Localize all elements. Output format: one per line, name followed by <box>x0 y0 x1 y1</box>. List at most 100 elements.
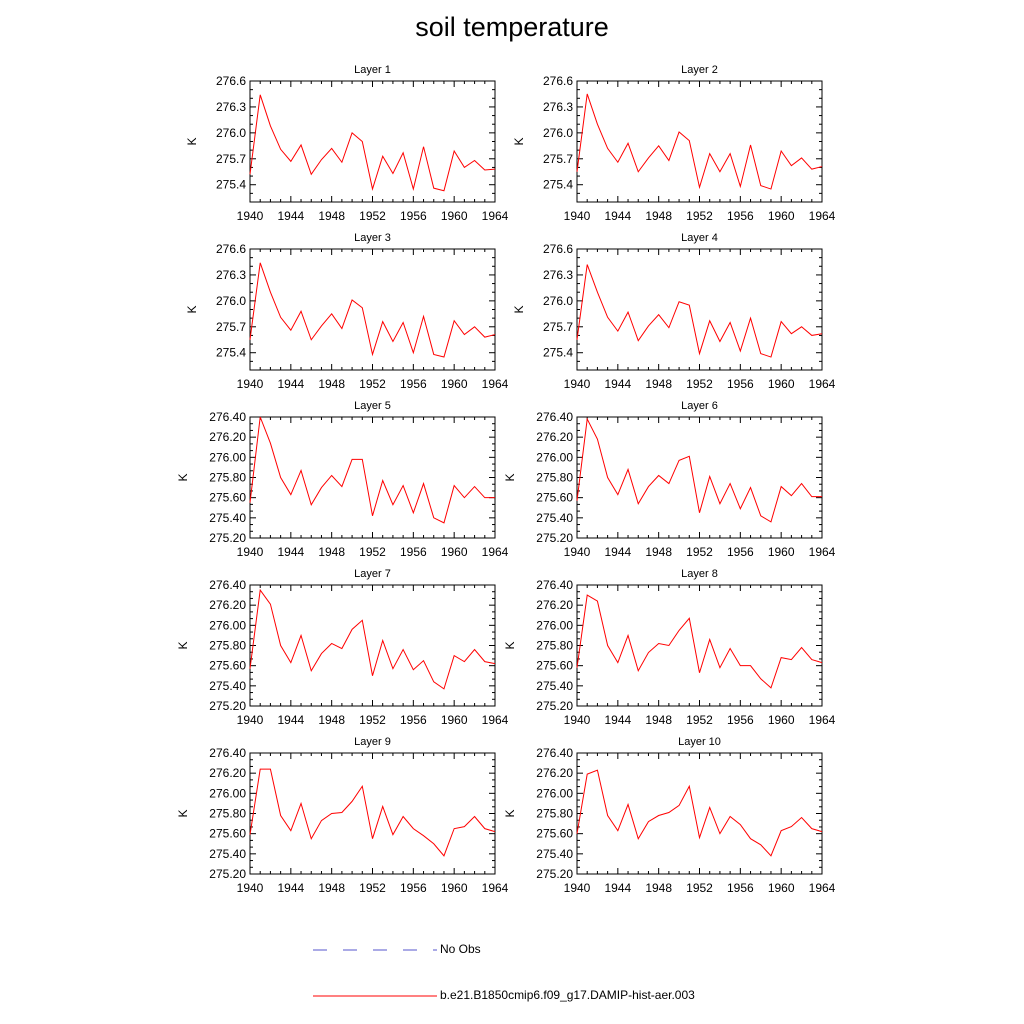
layer-7-ytick-label: 276.40 <box>209 578 246 592</box>
layer-2-xtick-label: 1944 <box>604 209 631 223</box>
layer-1-xtick-label: 1940 <box>237 209 264 223</box>
layer-10-xtick-label: 1952 <box>686 881 713 895</box>
layer-2-title: Layer 2 <box>681 64 718 76</box>
layer-8-xtick-label: 1964 <box>809 713 836 727</box>
layer-2-ytick-label: 276.3 <box>543 100 573 114</box>
layer-3-ytick-label: 276.0 <box>216 294 246 308</box>
layer-6-ytick-label: 275.40 <box>536 511 573 525</box>
layer-4-xtick-label: 1952 <box>686 377 713 391</box>
layer-10-ylabel: K <box>503 809 517 817</box>
layer-1-ytick-label: 275.4 <box>216 178 246 192</box>
layer-9-xtick-label: 1940 <box>237 881 264 895</box>
layer-5-xtick-label: 1956 <box>400 545 427 559</box>
layer-8-series-line <box>576 594 823 689</box>
layer-4-series-line <box>576 264 823 358</box>
layer-7-ytick-label: 276.20 <box>209 598 246 612</box>
layer-6-xtick-label: 1952 <box>686 545 713 559</box>
layer-3-ytick-label: 275.4 <box>216 346 246 360</box>
layer-3-ytick-label: 276.3 <box>216 268 246 282</box>
layer-4-ytick-label: 276.3 <box>543 268 573 282</box>
layer-10-xtick-label: 1948 <box>645 881 672 895</box>
panel-layer-2: 1940 1944 1948 1952 1956 1960 1964 275.4 275.7 27… <box>512 64 836 223</box>
layer-9-ytick-label: 276.20 <box>209 766 246 780</box>
layer-7-xtick-label: 1948 <box>318 713 345 727</box>
layer-10-title: Layer 10 <box>678 736 721 748</box>
layer-9-ytick-label: 275.80 <box>209 807 246 821</box>
layer-1-ytick-label: 276.3 <box>216 100 246 114</box>
layer-6-xtick-label: 1960 <box>768 545 795 559</box>
layer-5-ytick-label: 275.60 <box>209 491 246 505</box>
layer-8-plot-frame <box>576 584 823 707</box>
layer-4-ytick-label: 276.6 <box>543 242 573 256</box>
layer-9-plot-frame <box>249 752 496 875</box>
layer-9-xtick-label: 1952 <box>359 881 386 895</box>
layer-3-xtick-label: 1964 <box>482 377 509 391</box>
layer-6-ytick-label: 275.20 <box>536 531 573 545</box>
layer-3-title: Layer 3 <box>354 232 391 244</box>
layer-9-series-line <box>249 768 496 857</box>
layer-10-plot-frame <box>576 752 823 875</box>
layer-4-xtick-label: 1960 <box>768 377 795 391</box>
layer-5-title: Layer 5 <box>354 400 391 412</box>
layer-9-ytick-label: 275.20 <box>209 867 246 881</box>
layer-5-xtick-label: 1944 <box>277 545 304 559</box>
layer-9-ylabel: K <box>176 809 190 817</box>
layer-6-ytick-label: 276.20 <box>536 430 573 444</box>
layer-1-xtick-label: 1952 <box>359 209 386 223</box>
panel-layer-1: 1940 1944 1948 1952 1956 1960 1964 275.4 275.7 27… <box>185 64 509 223</box>
layer-10-series-line <box>576 769 823 857</box>
layer-6-ylabel: K <box>503 473 517 481</box>
layer-5-ytick-label: 276.00 <box>209 450 246 464</box>
layer-9-title: Layer 9 <box>354 736 391 748</box>
layer-4-xtick-label: 1944 <box>604 377 631 391</box>
layer-1-ytick-label: 275.7 <box>216 152 246 166</box>
layer-5-ytick-label: 275.20 <box>209 531 246 545</box>
layer-1-ytick-label: 276.0 <box>216 126 246 140</box>
panel-layer-4: 1940 1944 1948 1952 1956 1960 1964 275.4 275.7 27… <box>512 232 836 391</box>
layer-8-xtick-label: 1940 <box>564 713 591 727</box>
layer-10-xtick-label: 1964 <box>809 881 836 895</box>
layer-8-xtick-label: 1952 <box>686 713 713 727</box>
layer-5-xtick-label: 1940 <box>237 545 264 559</box>
layer-1-xtick-label: 1944 <box>277 209 304 223</box>
layer-3-ytick-label: 276.6 <box>216 242 246 256</box>
layer-8-ylabel: K <box>503 641 517 649</box>
layer-2-xtick-label: 1956 <box>727 209 754 223</box>
panel-layer-7: 1940 1944 1948 1952 1956 1960 1964 275.20 275.40… <box>176 568 509 727</box>
panel-layer-5: 1940 1944 1948 1952 1956 1960 1964 275.20 275.40… <box>176 400 509 559</box>
layer-3-xtick-label: 1952 <box>359 377 386 391</box>
layer-6-xtick-label: 1940 <box>564 545 591 559</box>
layer-2-xtick-label: 1948 <box>645 209 672 223</box>
layer-9-ytick-label: 276.40 <box>209 746 246 760</box>
layer-3-ytick-label: 275.7 <box>216 320 246 334</box>
layer-3-ylabel: K <box>185 305 199 313</box>
layer-2-ytick-label: 275.7 <box>543 152 573 166</box>
layer-10-xtick-label: 1940 <box>564 881 591 895</box>
layer-1-xtick-label: 1960 <box>441 209 468 223</box>
layer-5-xtick-label: 1960 <box>441 545 468 559</box>
layer-9-xtick-label: 1944 <box>277 881 304 895</box>
layer-5-plot-frame <box>249 416 496 539</box>
layer-4-xtick-label: 1956 <box>727 377 754 391</box>
layer-10-ytick-label: 275.40 <box>536 847 573 861</box>
layer-7-title: Layer 7 <box>354 568 391 580</box>
layer-7-ytick-label: 276.00 <box>209 618 246 632</box>
layer-10-xtick-label: 1956 <box>727 881 754 895</box>
layer-2-ylabel: K <box>512 137 526 145</box>
layer-9-xtick-label: 1960 <box>441 881 468 895</box>
layer-10-ytick-label: 276.40 <box>536 746 573 760</box>
layer-1-xtick-label: 1964 <box>482 209 509 223</box>
panel-layer-6: 1940 1944 1948 1952 1956 1960 1964 275.20 275.40… <box>503 400 836 559</box>
layer-4-ylabel: K <box>512 305 526 313</box>
layer-8-ytick-label: 275.80 <box>536 639 573 653</box>
layer-3-xtick-label: 1956 <box>400 377 427 391</box>
layer-8-title: Layer 8 <box>681 568 718 580</box>
layer-7-xtick-label: 1956 <box>400 713 427 727</box>
layer-9-xtick-label: 1964 <box>482 881 509 895</box>
layer-10-ytick-label: 276.00 <box>536 786 573 800</box>
layer-1-xtick-label: 1948 <box>318 209 345 223</box>
layer-7-xtick-label: 1940 <box>237 713 264 727</box>
layer-6-ytick-label: 276.40 <box>536 410 573 424</box>
